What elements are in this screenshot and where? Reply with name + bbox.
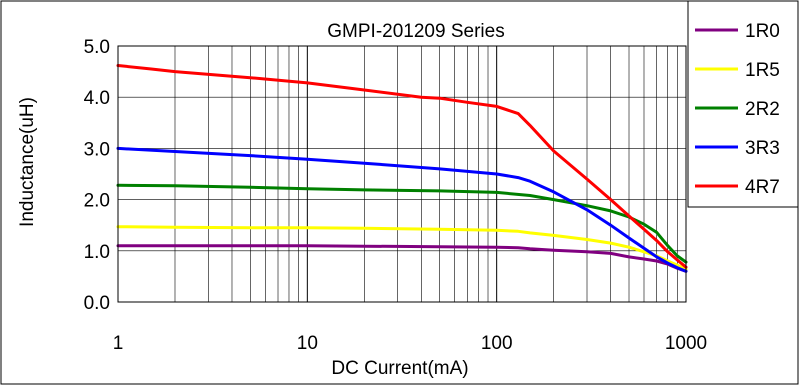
y-tick-label: 5.0 xyxy=(84,37,110,58)
x-tick-label: 1 xyxy=(113,333,124,354)
series-line-3R3 xyxy=(116,146,688,273)
legend-label: 2R2 xyxy=(745,99,780,120)
legend-label: 4R7 xyxy=(745,177,780,198)
chart-title: GMPI-201209 Series xyxy=(327,21,504,42)
legend-label: 1R5 xyxy=(745,60,780,81)
y-tick-label: 3.0 xyxy=(84,139,110,160)
legend-box xyxy=(687,0,799,208)
y-tick-labels: 0.0 1.0 2.0 3.0 4.0 5.0 xyxy=(84,37,110,314)
x-tick-label: 100 xyxy=(481,333,513,354)
series-line-1R0 xyxy=(116,244,688,273)
legend-label: 3R3 xyxy=(745,138,780,159)
x-axis-label: DC Current(mA) xyxy=(331,358,468,379)
x-tick-label: 1000 xyxy=(665,333,707,354)
series-line-4R7 xyxy=(116,64,688,269)
plot-area-frame xyxy=(117,45,687,303)
x-tick-label: 10 xyxy=(297,333,318,354)
y-axis-label: Inductance(uH) xyxy=(17,97,38,227)
legend: 1R0 1R5 2R2 3R3 4R7 xyxy=(687,0,799,208)
y-tick-label: 0.0 xyxy=(84,293,110,314)
y-tick-label: 2.0 xyxy=(84,191,110,212)
y-tick-label: 4.0 xyxy=(84,88,110,109)
legend-label: 1R0 xyxy=(745,21,780,42)
series-lines xyxy=(116,64,688,273)
series-line-2R2 xyxy=(116,183,688,264)
x-tick-labels: 1 10 100 1000 xyxy=(113,333,707,354)
y-tick-label: 1.0 xyxy=(84,242,110,263)
